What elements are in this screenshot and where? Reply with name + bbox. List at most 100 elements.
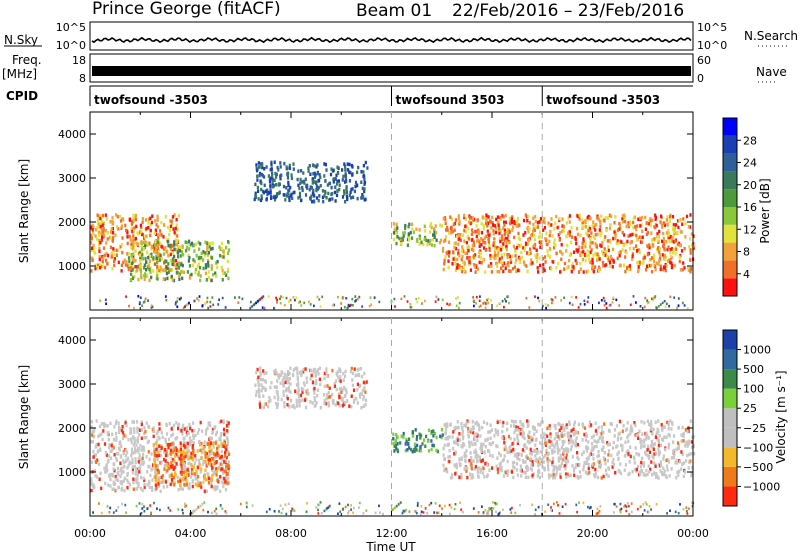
echo-cell <box>490 443 492 447</box>
echo-cell <box>291 508 293 511</box>
echo-cell <box>690 420 692 424</box>
echo-cell <box>165 215 167 219</box>
echo-cell <box>483 224 485 228</box>
echo-cell <box>457 296 459 299</box>
echo-cell <box>142 217 144 221</box>
echo-cell <box>392 433 394 437</box>
echo-cell <box>549 459 551 463</box>
echo-cell <box>136 231 138 235</box>
echo-cell <box>303 302 305 305</box>
echo-cell <box>635 452 637 456</box>
echo-cell <box>587 269 589 273</box>
echo-cell <box>264 184 266 188</box>
echo-cell <box>657 239 659 243</box>
echo-cell <box>211 431 213 435</box>
echo-cell <box>130 273 132 277</box>
echo-cell <box>157 479 159 483</box>
echo-cell <box>556 443 558 447</box>
echo-cell <box>317 179 319 183</box>
echo-cell <box>676 461 678 465</box>
echo-cell <box>458 234 460 238</box>
echo-cell <box>382 513 384 516</box>
echo-cell <box>652 244 654 248</box>
echo-cell <box>188 259 190 263</box>
echo-cell <box>654 214 656 218</box>
echo-cell <box>195 268 197 272</box>
echo-cell <box>666 303 668 306</box>
echo-cell <box>526 419 528 423</box>
echo-cell <box>125 454 127 458</box>
echo-cell <box>292 162 294 166</box>
echo-cell <box>519 261 521 265</box>
echo-cell <box>591 258 593 262</box>
echo-cell <box>151 304 153 307</box>
echo-cell <box>648 511 650 514</box>
echo-cell <box>459 464 461 468</box>
echo-cell <box>470 268 472 272</box>
echo-cell <box>677 226 679 230</box>
echo-cell <box>627 473 629 477</box>
echo-cell <box>639 224 641 228</box>
echo-cell <box>182 424 184 428</box>
echo-cell <box>467 430 469 434</box>
echo-cell <box>315 182 317 186</box>
echo-cell <box>262 378 264 382</box>
echo-cell <box>485 445 487 449</box>
echo-cell <box>163 252 165 256</box>
echo-cell <box>613 511 615 514</box>
echo-cell <box>350 304 352 307</box>
echo-cell <box>157 233 159 237</box>
echo-cell <box>176 306 178 309</box>
echo-cell <box>530 448 532 452</box>
echo-cell <box>513 245 515 249</box>
echo-cell <box>181 467 183 471</box>
echo-cell <box>449 504 451 507</box>
echo-cell <box>267 405 269 409</box>
echo-cell <box>128 260 130 264</box>
echo-cell <box>578 270 580 274</box>
echo-cell <box>479 434 481 438</box>
echo-cell <box>631 502 633 505</box>
echo-cell <box>315 404 317 408</box>
echo-cell <box>588 258 590 262</box>
echo-cell <box>182 509 184 512</box>
echo-cell <box>467 434 469 438</box>
freq-tick-top: 18 <box>72 54 86 67</box>
echo-cell <box>354 367 356 371</box>
echo-cell <box>512 465 514 469</box>
echo-cell <box>597 253 599 257</box>
echo-cell <box>256 178 258 182</box>
echo-cell <box>208 481 210 485</box>
echo-cell <box>512 267 514 271</box>
echo-cell <box>124 477 126 481</box>
echo-cell <box>332 304 334 307</box>
echo-cell <box>174 449 176 453</box>
echo-cell <box>341 168 343 172</box>
echo-cell <box>604 235 606 239</box>
echo-cell <box>472 420 474 424</box>
echo-cell <box>470 441 472 445</box>
echo-cell <box>162 269 164 273</box>
echo-cell <box>650 444 652 448</box>
echo-cell <box>105 303 107 306</box>
echo-cell <box>156 432 158 436</box>
echo-cell <box>115 457 117 461</box>
echo-cell <box>115 213 117 217</box>
echo-cell <box>490 299 492 302</box>
echo-cell <box>527 270 529 274</box>
echo-cell <box>323 402 325 406</box>
echo-cell <box>161 446 163 450</box>
echo-cell <box>120 482 122 486</box>
echo-cell <box>559 270 561 274</box>
echo-cell <box>522 431 524 435</box>
echo-cell <box>580 303 582 306</box>
echo-cell <box>444 259 446 263</box>
echo-cell <box>609 265 611 269</box>
echo-cell <box>530 234 532 238</box>
echo-cell <box>609 224 611 228</box>
echo-cell <box>177 480 179 484</box>
echo-cell <box>134 447 136 451</box>
echo-cell <box>565 235 567 239</box>
echo-cell <box>92 440 94 444</box>
